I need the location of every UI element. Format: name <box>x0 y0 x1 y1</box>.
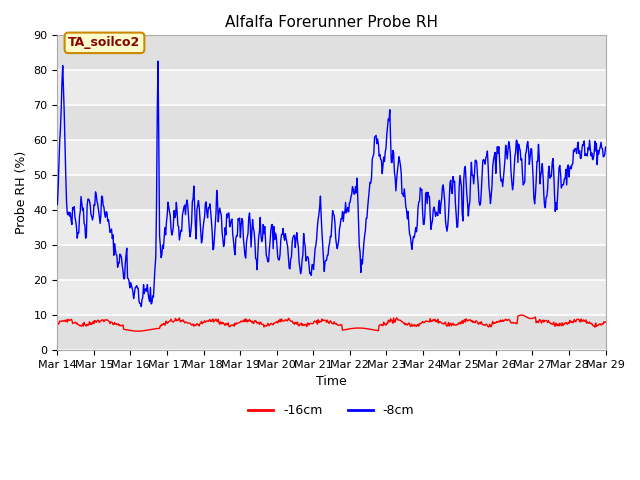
Bar <box>58 140 605 175</box>
Title: Alfalfa Forerunner Probe RH: Alfalfa Forerunner Probe RH <box>225 15 438 30</box>
Bar <box>58 70 605 105</box>
Bar <box>58 245 605 280</box>
Bar <box>58 105 605 140</box>
Bar <box>58 36 605 70</box>
Text: TA_soilco2: TA_soilco2 <box>68 36 141 49</box>
Bar <box>58 315 605 350</box>
Legend: -16cm, -8cm: -16cm, -8cm <box>243 399 419 422</box>
Y-axis label: Probe RH (%): Probe RH (%) <box>15 151 28 234</box>
Bar <box>58 210 605 245</box>
Bar <box>58 175 605 210</box>
Bar <box>58 280 605 315</box>
X-axis label: Time: Time <box>316 375 347 388</box>
